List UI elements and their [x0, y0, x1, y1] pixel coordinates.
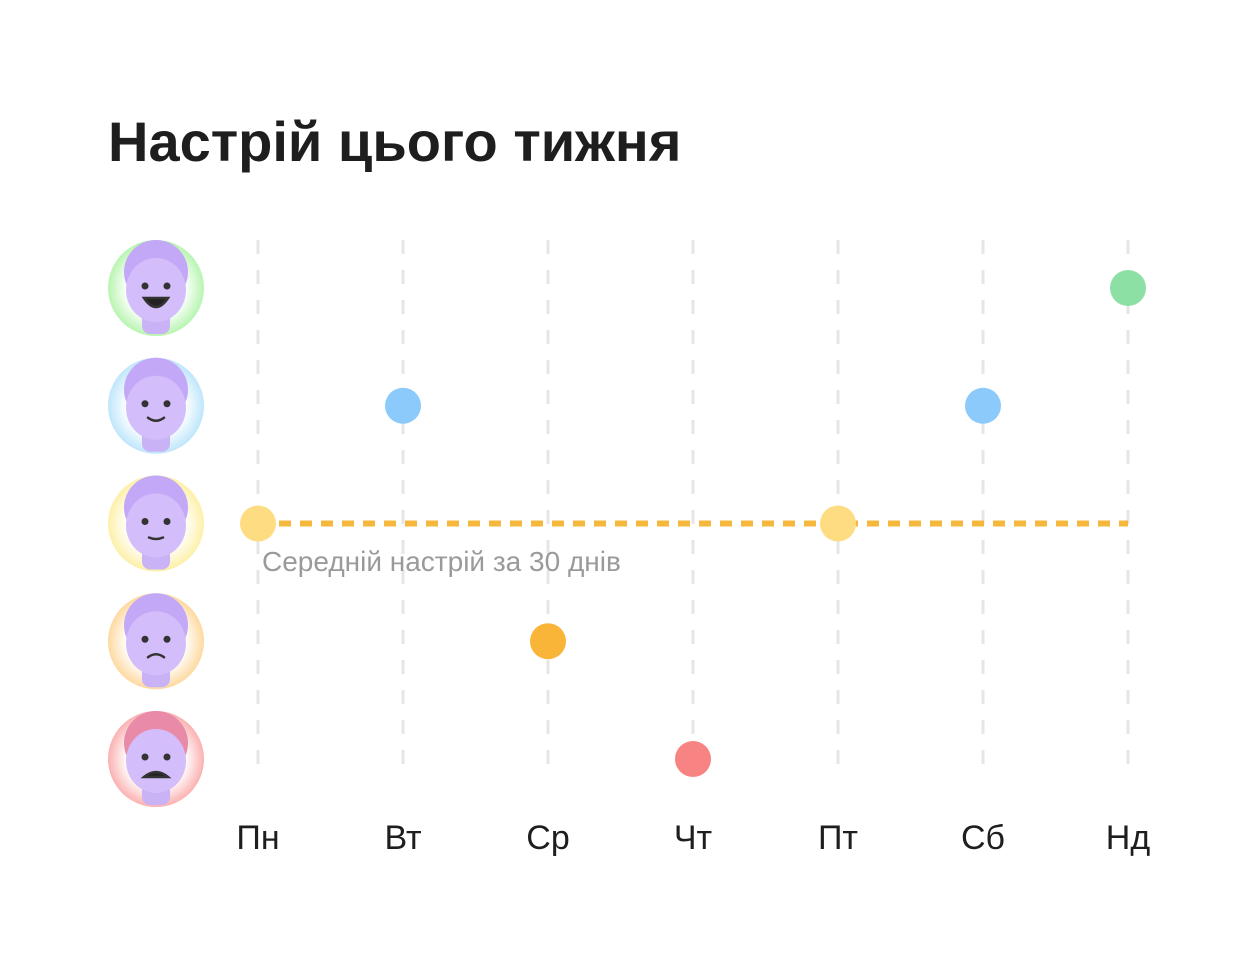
- chart-title: Настрій цього тижня: [108, 110, 681, 173]
- avatar-eye: [141, 400, 149, 408]
- mood-dot: [530, 623, 566, 660]
- x-tick-label: Нд: [1106, 819, 1151, 857]
- mood-dot: [675, 741, 711, 777]
- mood-dot: [820, 505, 856, 542]
- mood-dot: [240, 505, 276, 542]
- avatar-eye: [141, 518, 149, 525]
- avatar-face: [126, 375, 186, 440]
- mood-avatar: [108, 357, 204, 454]
- avatar-eye: [163, 282, 171, 290]
- avatar-face: [126, 493, 186, 558]
- avatar-eye: [163, 635, 171, 643]
- x-tick-label: Чт: [674, 819, 712, 857]
- avatar-mouth: [146, 416, 166, 422]
- avatar-mouth: [147, 536, 165, 541]
- average-label: Середній настрій за 30 днів: [262, 546, 621, 577]
- x-tick-label: Сб: [961, 819, 1005, 857]
- avatar-mouth: [146, 653, 166, 659]
- avatar-mouth: [141, 296, 171, 309]
- avatar-face: [126, 258, 186, 322]
- mood-dot: [965, 387, 1001, 424]
- avatar-face: [126, 729, 186, 793]
- avatar-eye: [163, 400, 171, 408]
- avatar-face: [126, 611, 186, 676]
- x-tick-label: Пн: [236, 819, 279, 857]
- mood-dot: [385, 387, 421, 424]
- avatar-eye: [163, 753, 171, 761]
- mood-avatar: [108, 475, 204, 572]
- x-tick-label: Ср: [526, 819, 569, 857]
- avatar-eye: [141, 635, 149, 643]
- avatar-eye: [141, 282, 149, 290]
- x-tick-label: Вт: [384, 819, 421, 857]
- avatar-eye: [141, 753, 149, 761]
- mood-avatar: [108, 240, 204, 336]
- mood-avatar: [108, 711, 204, 807]
- x-tick-label: Пт: [818, 819, 858, 857]
- mood-dot: [1110, 270, 1146, 306]
- avatar-eye: [163, 518, 171, 525]
- avatar-mouth: [140, 770, 172, 779]
- mood-avatar: [108, 593, 204, 690]
